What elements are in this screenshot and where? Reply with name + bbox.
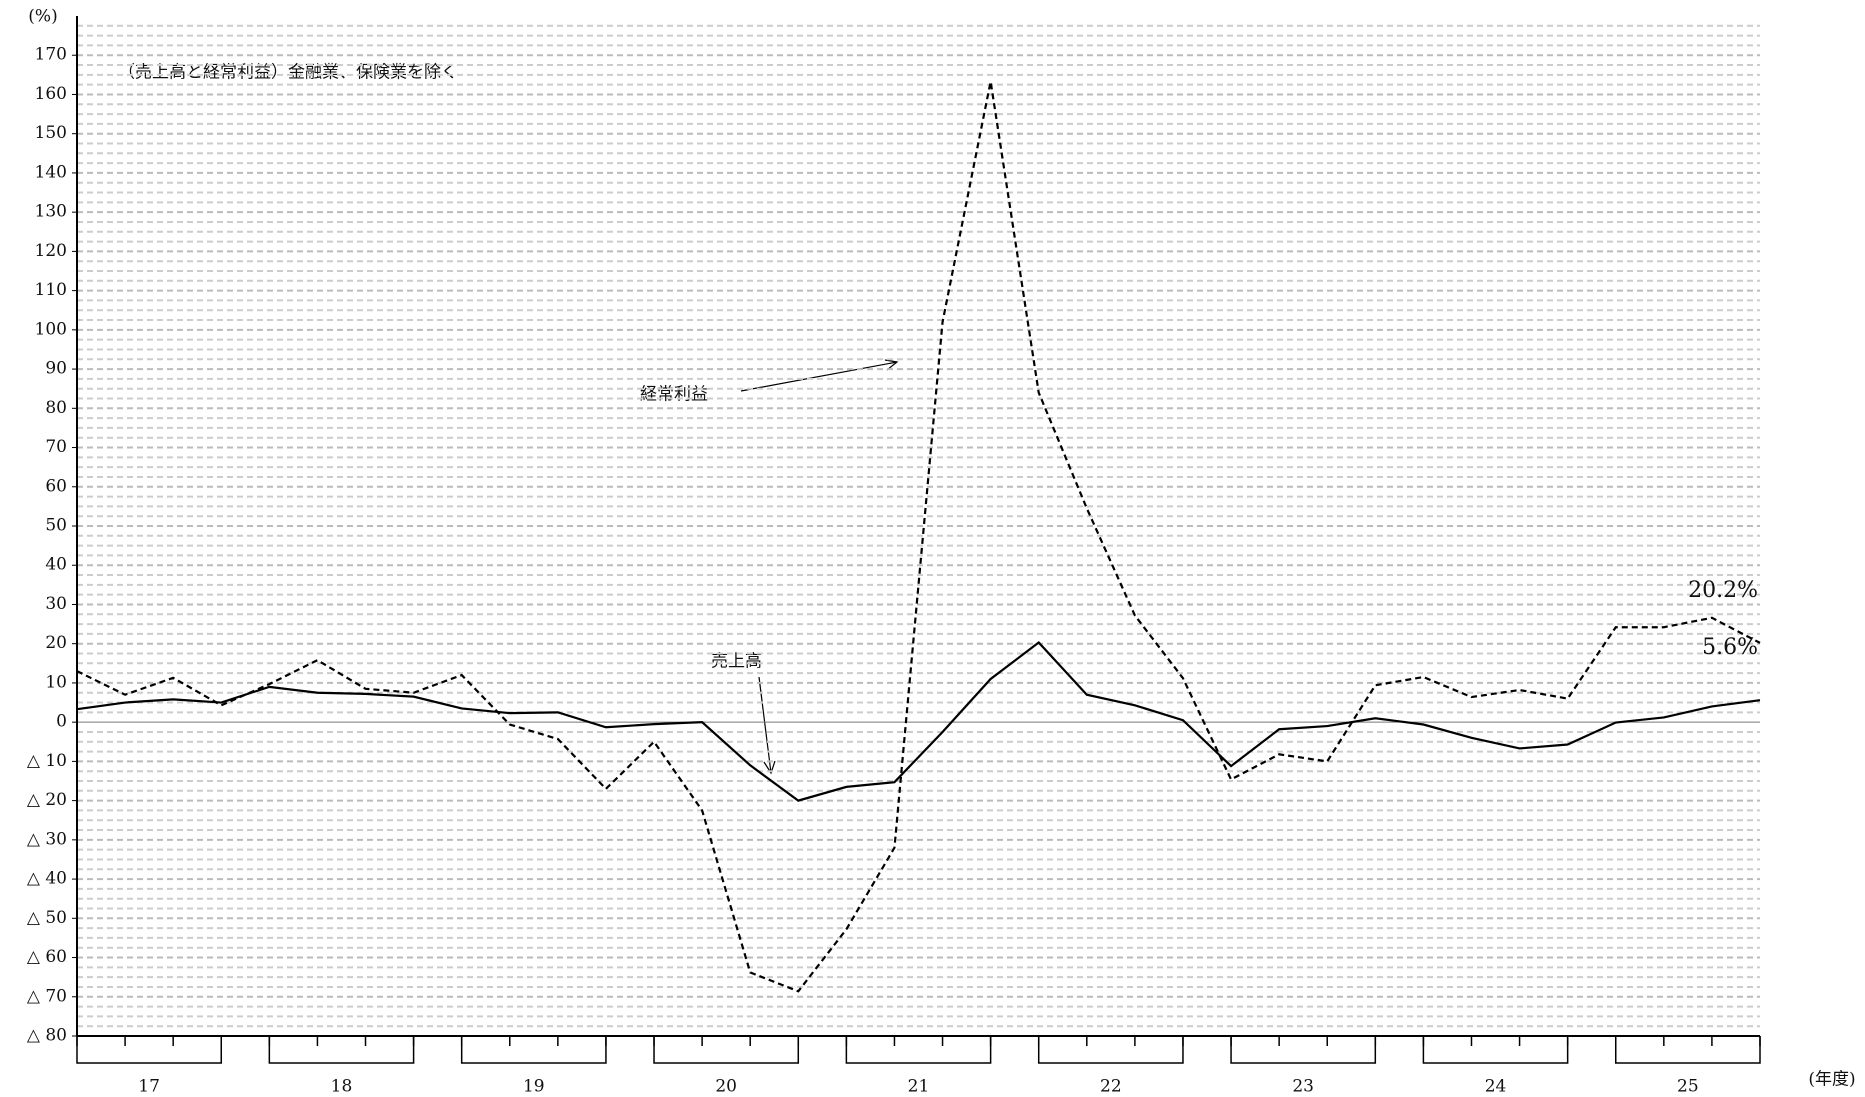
y-tick-label: 100 — [35, 319, 67, 339]
year-bracket — [76, 1036, 223, 1064]
x-axis-label: (年度) — [1808, 1070, 1855, 1090]
y-tick-label: 50 — [45, 516, 67, 536]
y-axis-label: (%) — [28, 7, 57, 27]
y-tick-label: 120 — [35, 241, 67, 261]
y-tick-label: △ 30 — [27, 829, 67, 849]
x-group-label: 25 — [1677, 1077, 1699, 1097]
y-tick-label: △ 10 — [27, 751, 67, 771]
year-bracket — [653, 1036, 800, 1064]
y-tick-label: 130 — [35, 202, 67, 222]
y-tick-label: 160 — [35, 84, 67, 104]
year-bracket — [460, 1036, 607, 1064]
x-group-label: 22 — [1100, 1077, 1122, 1097]
note: （売上高と経常利益）金融業、保険業を除く — [118, 63, 458, 83]
x-group-label: 20 — [715, 1077, 737, 1097]
y-tick-label: 20 — [45, 633, 67, 653]
y-tick-label: 70 — [45, 437, 67, 457]
y-tick-label: 10 — [45, 672, 67, 692]
y-tick-label: 90 — [45, 359, 67, 379]
year-bracket — [1037, 1036, 1184, 1064]
y-tick-label: △ 60 — [27, 947, 67, 967]
year-bracket — [1230, 1036, 1377, 1064]
value-label: 5.6% — [1702, 635, 1758, 660]
series-label: 経常利益 — [640, 385, 708, 405]
y-tick-label: 40 — [45, 555, 67, 575]
y-tick-label: 0 — [56, 712, 67, 732]
y-tick-label: 140 — [35, 162, 67, 182]
series-label: 売上高 — [711, 652, 762, 672]
y-tick-label: 150 — [35, 123, 67, 143]
y-tick-label: △ 70 — [27, 986, 67, 1006]
x-group-label: 17 — [138, 1077, 160, 1097]
x-group-label: 24 — [1485, 1077, 1507, 1097]
y-tick-label: 80 — [45, 398, 67, 418]
y-tick-label: △ 80 — [27, 1026, 67, 1046]
year-bracket — [268, 1036, 415, 1064]
y-tick-label: △ 40 — [27, 869, 67, 889]
y-tick-label: 170 — [35, 45, 67, 65]
y-tick-label: △ 20 — [27, 790, 67, 810]
y-tick-label: △ 50 — [27, 908, 67, 928]
arrow — [758, 676, 772, 774]
arrow-head — [884, 359, 899, 371]
value-label: 20.2% — [1688, 578, 1758, 603]
y-tick-label: 30 — [45, 594, 67, 614]
year-bracket — [845, 1036, 992, 1064]
y-tick-label: 60 — [45, 476, 67, 496]
x-group-label: 19 — [523, 1077, 545, 1097]
x-group-label: 23 — [1292, 1077, 1314, 1097]
arrow-head — [763, 760, 776, 775]
x-group-label: 18 — [331, 1077, 353, 1097]
year-bracket — [1614, 1036, 1761, 1064]
series-line — [76, 641, 1761, 802]
x-group-label: 21 — [908, 1077, 930, 1097]
series-line — [76, 81, 1761, 993]
year-bracket — [1422, 1036, 1569, 1064]
y-tick-label: 110 — [35, 280, 67, 300]
arrow — [740, 361, 898, 392]
